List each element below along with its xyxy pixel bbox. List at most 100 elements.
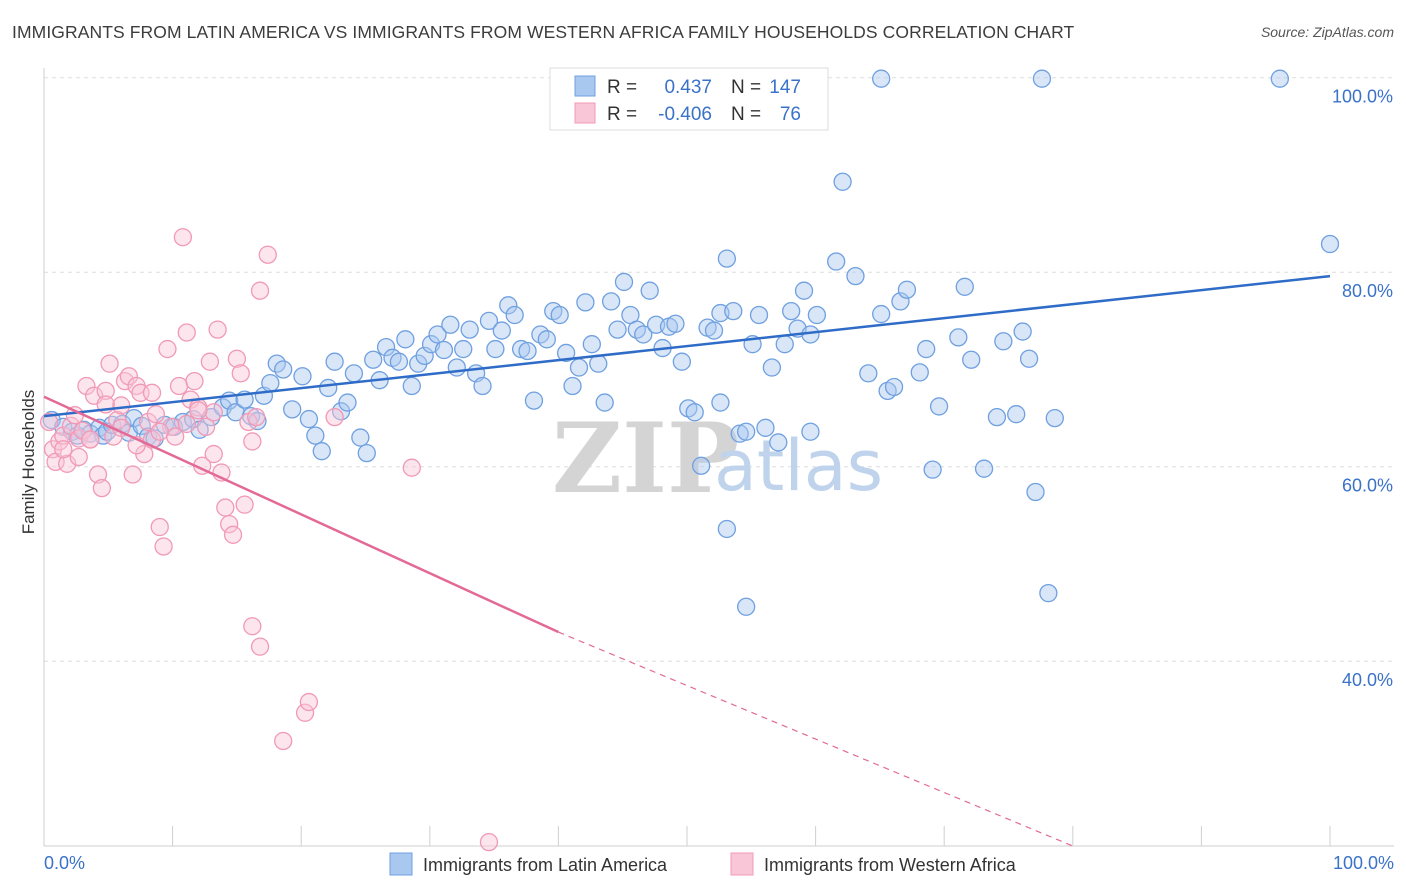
latin-america-point-36 [312, 442, 331, 461]
x-tick-label-min: 0.0% [44, 853, 85, 873]
latin-america-point-97 [704, 321, 724, 340]
latin-america-point-122 [884, 377, 904, 397]
latin-america-point-94 [685, 403, 704, 422]
latin-america-point-65 [499, 296, 518, 315]
latin-america-point-91 [666, 314, 685, 333]
latin-america-point-140 [1045, 408, 1064, 428]
western-africa-point-63 [402, 458, 421, 477]
western-africa-point-4 [54, 426, 73, 445]
western-africa-point-46 [216, 498, 235, 517]
latin-america-point-136 [1013, 322, 1032, 341]
latin-america-point-83 [614, 272, 634, 292]
latin-america-point-67 [511, 339, 531, 359]
latin-america-point-80 [595, 393, 614, 412]
western-africa-point-34 [169, 376, 189, 396]
latin-america-point-54 [428, 325, 447, 344]
latin-america-point-37 [319, 378, 338, 398]
latin-america-point-127 [923, 460, 942, 479]
trend-lines [43, 274, 1331, 847]
latin-america-point-32 [283, 400, 302, 419]
latin-america-point-46 [376, 337, 396, 357]
western-africa-point-60 [295, 703, 315, 722]
series-latin-america-points [42, 69, 1340, 616]
western-africa-point-62 [325, 407, 344, 427]
latin-america-point-109 [769, 433, 788, 452]
western-africa-point-15 [96, 381, 115, 401]
latin-america-point-132 [974, 459, 994, 478]
latin-america-point-143 [1270, 69, 1289, 88]
stats-legend: R = 0.437 N = 147 R = -0.406 N = 76 [549, 67, 829, 131]
latin-america-point-78 [582, 335, 601, 354]
western-africa-point-68 [54, 440, 73, 459]
stats-n-label-1: N = [731, 104, 761, 125]
latin-america-point-116 [827, 252, 846, 271]
western-africa-point-51 [235, 495, 254, 514]
legend-swatch-western-africa [730, 852, 754, 876]
latin-america-point-102 [730, 424, 749, 443]
western-africa-point-14 [92, 478, 112, 498]
western-africa-point-65 [204, 403, 223, 422]
latin-america-point-144 [1320, 234, 1340, 254]
latin-america-point-108 [762, 358, 782, 377]
western-africa-point-61 [299, 692, 319, 712]
western-africa-point-70 [177, 414, 196, 434]
x-tick-label-max: 100.0% [1333, 853, 1394, 873]
latin-america-point-124 [897, 280, 917, 299]
western-africa-point-69 [150, 422, 169, 441]
latin-america-point-130 [955, 277, 974, 296]
latin-america-point-61 [473, 376, 492, 396]
latin-america-point-141 [872, 69, 891, 88]
latin-america-point-68 [518, 341, 537, 361]
western-africa-point-35 [173, 228, 193, 247]
latin-america-point-52 [415, 346, 434, 366]
western-africa-point-36 [177, 323, 196, 342]
trend-line-western-africa [43, 395, 559, 634]
stats-swatch-latin-america [574, 75, 596, 97]
stats-n-value-1: 76 [780, 104, 801, 125]
latin-america-point-115 [807, 305, 827, 325]
western-africa-point-54 [247, 407, 266, 427]
latin-america-point-43 [357, 443, 376, 463]
latin-america-point-76 [569, 358, 589, 377]
western-africa-point-28 [146, 405, 166, 424]
y-tick-label-0: 40.0% [1342, 670, 1393, 690]
western-africa-point-43 [204, 444, 223, 464]
latin-america-point-104 [737, 597, 756, 616]
western-africa-point-47 [220, 514, 239, 534]
latin-america-point-34 [299, 409, 319, 429]
latin-america-point-87 [640, 281, 659, 300]
western-africa-point-32 [162, 417, 181, 437]
western-africa-point-73 [69, 447, 88, 467]
latin-america-point-135 [1007, 405, 1026, 424]
latin-america-point-139 [1039, 584, 1058, 603]
western-africa-point-48 [223, 525, 243, 544]
latin-america-point-100 [724, 301, 743, 321]
series-legend: Immigrants from Latin America Immigrants… [389, 852, 1017, 876]
legend-swatch-latin-america [389, 852, 413, 876]
western-africa-point-16 [100, 354, 119, 373]
western-africa-point-75 [189, 401, 208, 420]
latin-america-point-142 [1032, 69, 1052, 88]
latin-america-point-71 [537, 330, 556, 349]
latin-america-point-81 [601, 292, 621, 311]
latin-america-point-117 [833, 172, 852, 191]
latin-america-point-123 [891, 292, 910, 311]
latin-america-point-99 [717, 249, 737, 268]
latin-america-point-107 [756, 418, 775, 437]
latin-america-point-146 [711, 393, 730, 412]
latin-america-point-48 [389, 352, 409, 371]
latin-america-point-62 [479, 311, 499, 331]
latin-america-point-103 [737, 422, 756, 441]
stats-n-value-0: 147 [769, 77, 801, 98]
latin-america-point-118 [846, 266, 865, 286]
stats-r-label-1: R = [607, 104, 637, 125]
chart-title: IMMIGRANTS FROM LATIN AMERICA VS IMMIGRA… [12, 22, 1075, 42]
latin-america-point-86 [634, 325, 653, 344]
western-africa-point-53 [243, 432, 262, 451]
western-africa-point-42 [200, 352, 220, 371]
western-africa-point-30 [154, 537, 173, 556]
stats-n-label-0: N = [731, 77, 761, 98]
western-africa-point-10 [77, 376, 96, 396]
stats-swatch-western-africa [574, 102, 596, 124]
y-tick-labels: 40.0% 60.0% 80.0% 100.0% [1332, 87, 1393, 690]
